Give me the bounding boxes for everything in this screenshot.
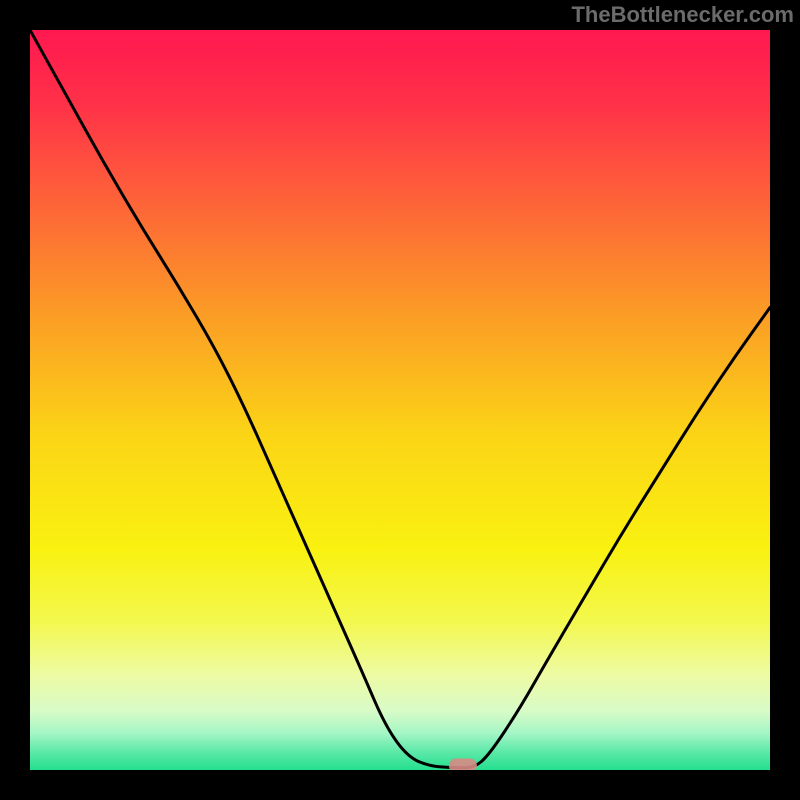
optimal-point-marker — [449, 759, 477, 770]
gradient-background — [30, 30, 770, 770]
plot-area — [30, 30, 770, 770]
attribution-text: TheBottlenecker.com — [571, 0, 800, 28]
gradient-plot-svg — [30, 30, 770, 770]
chart-container: TheBottlenecker.com — [0, 0, 800, 800]
